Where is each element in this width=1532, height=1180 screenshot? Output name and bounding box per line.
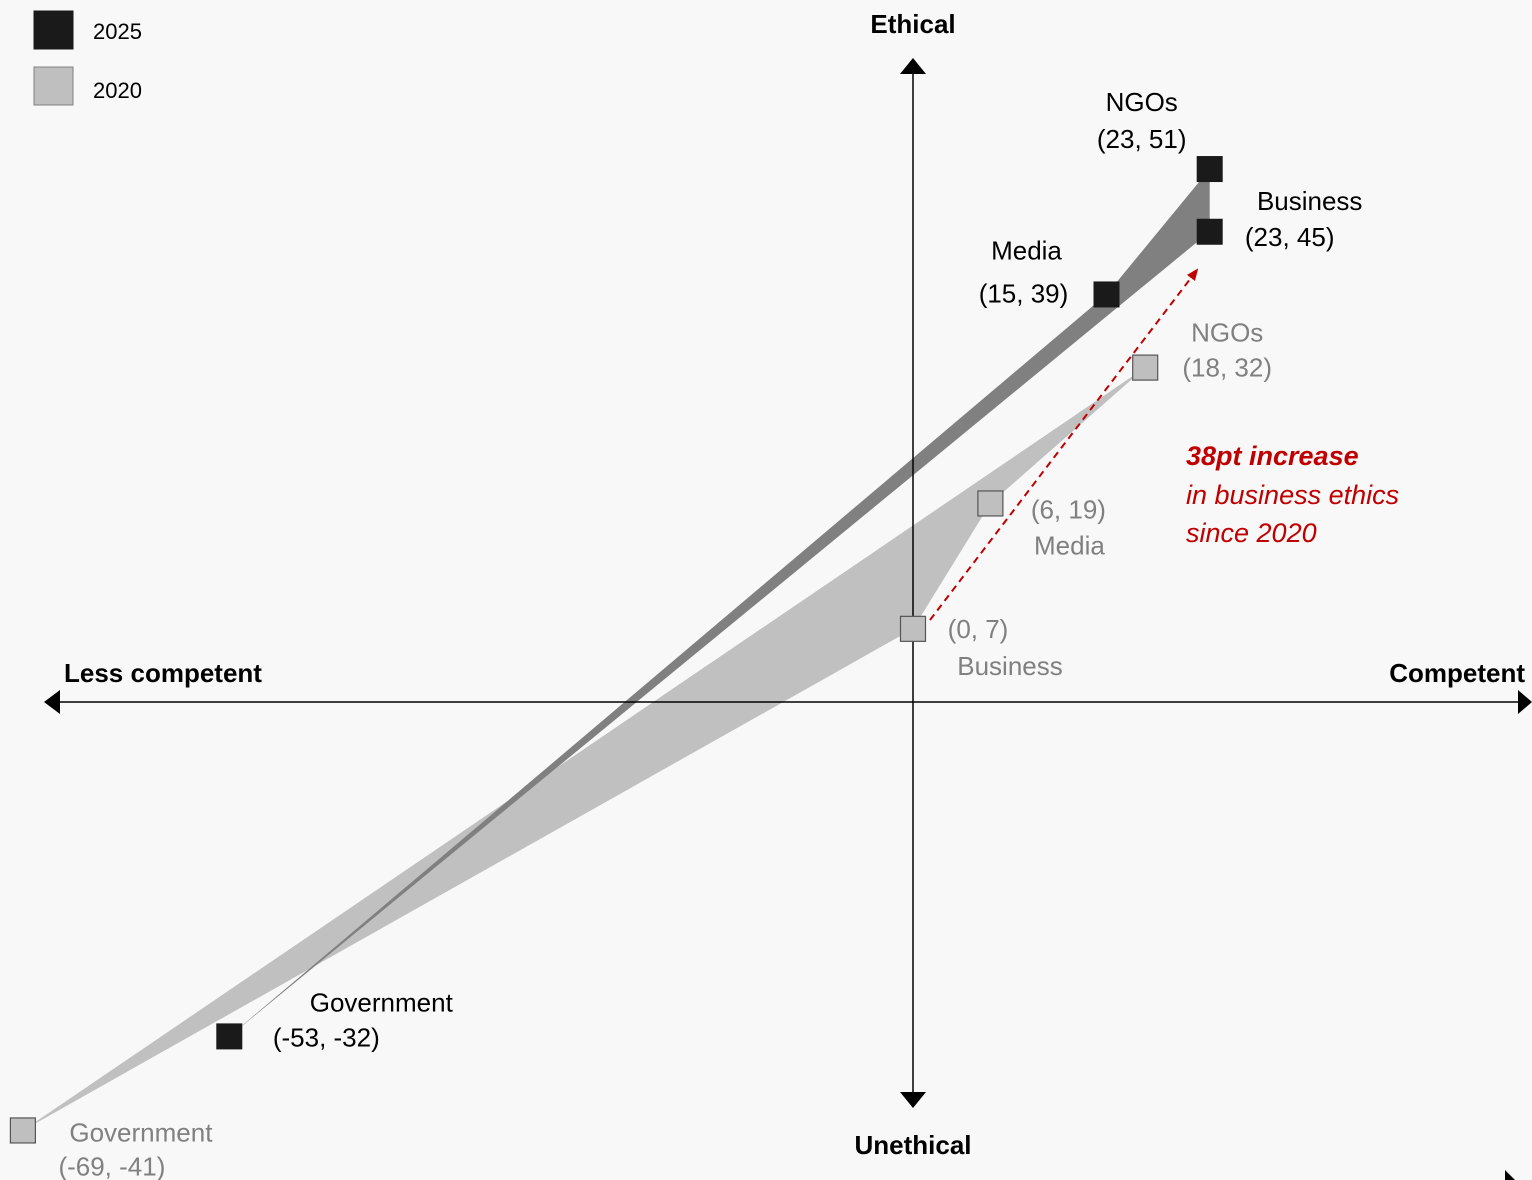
label-2020-media-value: (6, 19) bbox=[1031, 494, 1106, 524]
legend-label-2025: 2025 bbox=[93, 19, 142, 44]
point-2025-media bbox=[1093, 281, 1120, 308]
x-axis-negative-label: Less competent bbox=[64, 658, 262, 688]
label-2020-government-value: (-69, -41) bbox=[58, 1151, 165, 1180]
label-2020-business-name: Business bbox=[957, 651, 1063, 681]
annotation-line-2: since 2020 bbox=[1186, 518, 1317, 548]
point-2020-government bbox=[9, 1117, 36, 1144]
y-axis-bottom-arrow bbox=[900, 1092, 926, 1108]
label-2020-ngos-value: (18, 32) bbox=[1182, 353, 1272, 383]
point-2020-media bbox=[977, 490, 1004, 517]
point-2025-business bbox=[1196, 218, 1223, 245]
label-2025-government-value: (-53, -32) bbox=[273, 1022, 380, 1052]
point-2020-ngos bbox=[1132, 354, 1159, 381]
label-2020-government-name: Government bbox=[69, 1117, 213, 1147]
label-2020-media-name: Media bbox=[1034, 530, 1105, 560]
business-change-arrow bbox=[929, 268, 1199, 621]
annotation-line-1: in business ethics bbox=[1186, 480, 1399, 510]
label-2025-media-value: (15, 39) bbox=[979, 278, 1069, 308]
legend-swatch-2020 bbox=[33, 66, 74, 106]
legend-label-2020: 2020 bbox=[93, 78, 142, 103]
label-2025-government-name: Government bbox=[310, 987, 454, 1017]
label-2025-media-name: Media bbox=[991, 235, 1062, 265]
label-2025-ngos-value: (23, 51) bbox=[1097, 124, 1187, 154]
x-axis-right-arrow bbox=[1518, 690, 1532, 714]
x-axis-positive-label: Competent bbox=[1389, 658, 1525, 688]
label-2020-business-value: (0, 7) bbox=[948, 614, 1009, 644]
y-axis-positive-label: Ethical bbox=[870, 9, 955, 39]
label-2025-business-name: Business bbox=[1257, 186, 1363, 216]
point-2020-business bbox=[899, 615, 927, 642]
point-2025-government bbox=[216, 1023, 243, 1050]
y-axis-negative-label: Unethical bbox=[854, 1130, 971, 1160]
label-2020-ngos-name: NGOs bbox=[1191, 318, 1263, 348]
label-2025-business-value: (23, 45) bbox=[1245, 222, 1335, 252]
annotation-headline: 38pt increase bbox=[1186, 441, 1359, 471]
band-2020 bbox=[22, 367, 1146, 1131]
corner-mark bbox=[1505, 1170, 1515, 1180]
label-2025-ngos-name: NGOs bbox=[1106, 87, 1178, 117]
x-axis-left-arrow bbox=[44, 690, 60, 714]
point-2025-ngos bbox=[1196, 156, 1223, 183]
legend-swatch-2025 bbox=[33, 10, 74, 50]
y-axis-top-arrow bbox=[900, 58, 926, 74]
